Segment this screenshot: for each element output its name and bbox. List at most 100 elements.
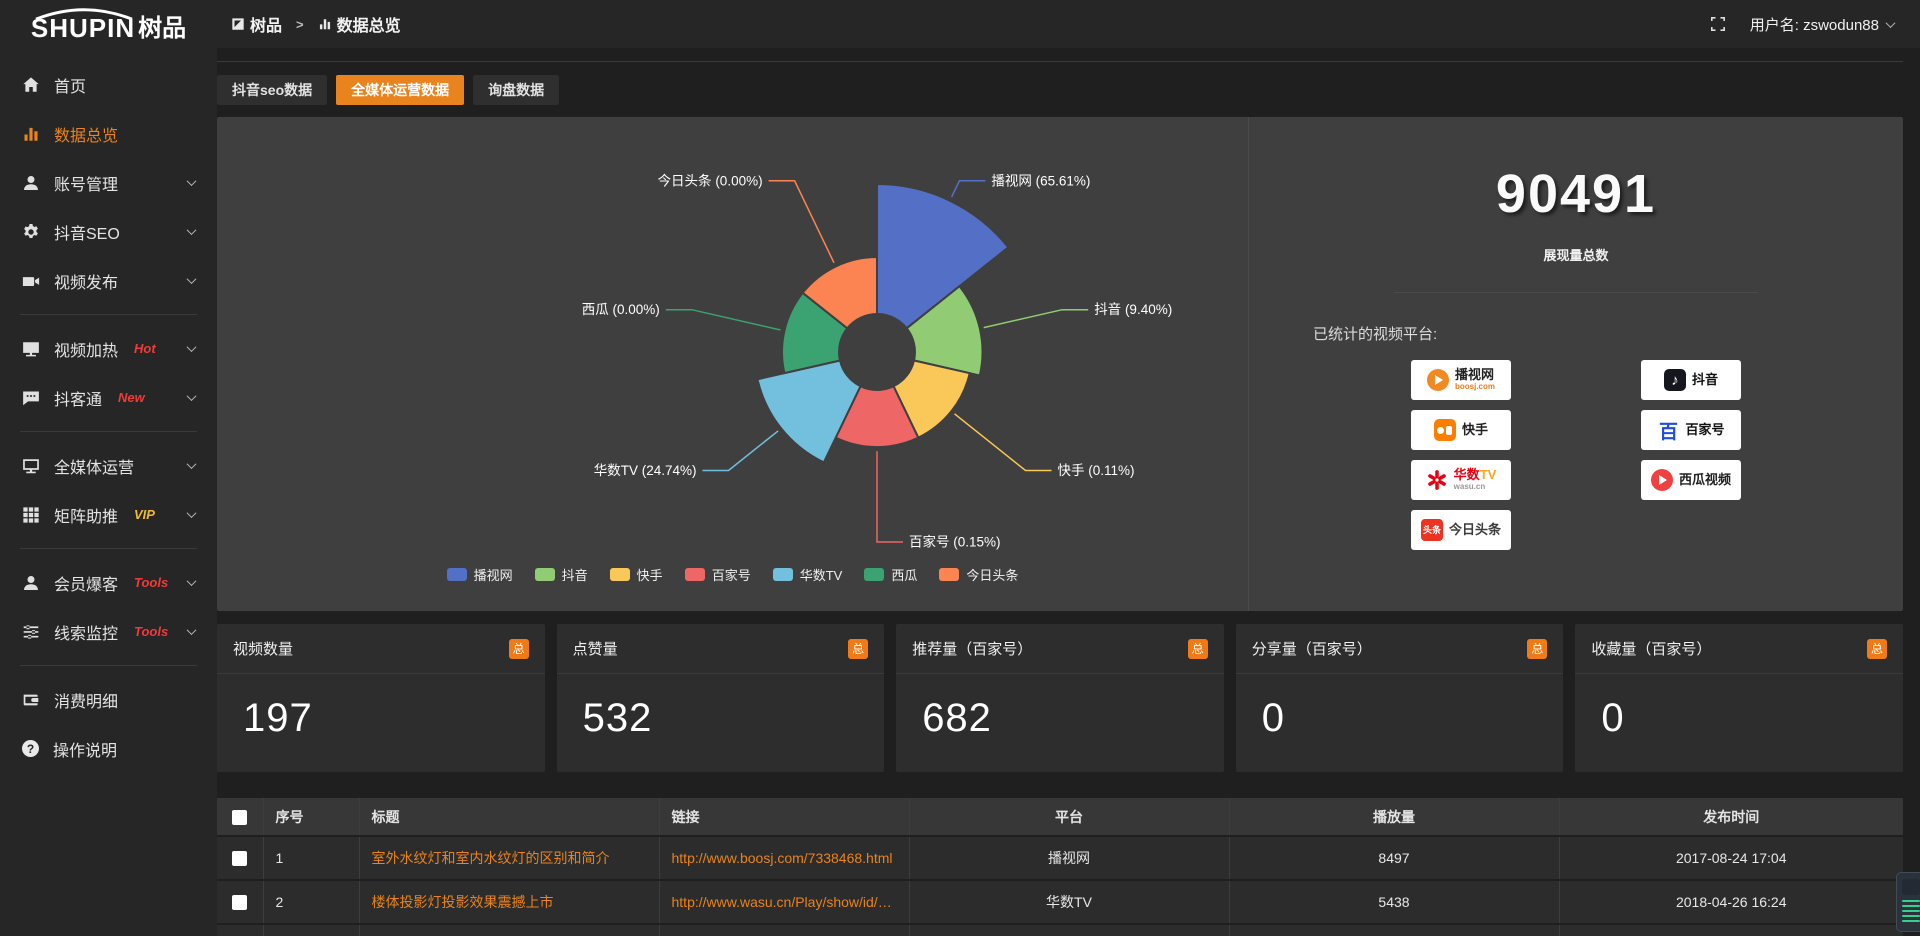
total-impressions: 90491 — [1495, 164, 1657, 224]
tab-inquiry-data[interactable]: 询盘数据 — [473, 75, 560, 105]
cell-platform: 华数TV — [908, 879, 1229, 924]
floating-widget[interactable] — [1896, 872, 1920, 932]
sidebar-item-clue-monitor[interactable]: 线索监控 Tools — [0, 607, 217, 656]
table-row: 2 楼体投影灯投影效果震撼上市 http://www.wasu.cn/Play/sh… — [217, 879, 1903, 924]
sidebar-item-badge: VIP — [134, 507, 155, 522]
sidebar-item-account-manage[interactable]: 账号管理 — [0, 158, 217, 207]
sidebar-divider — [20, 431, 197, 432]
sidebar-item-spending-detail[interactable]: 消费明细 — [0, 675, 217, 724]
breadcrumb-separator: > — [296, 16, 304, 32]
main-content: 抖音seo数据 全媒体运营数据 询盘数据 播视网 (65.61%) 抖音 (9.40%… — [217, 48, 1920, 936]
platforms-label: 已统计的视频平台: — [1313, 326, 1438, 343]
chevron-down-icon — [186, 342, 197, 353]
total-impressions-label: 展现量总数 — [1543, 248, 1609, 263]
pie-label: 百家号 (0.15%) — [909, 534, 1001, 550]
stat-card-header: 视频数量 总 — [217, 624, 545, 674]
sidebar-item-video-publish[interactable]: 视频发布 — [0, 256, 217, 305]
sidebar-divider — [20, 314, 197, 315]
monitor-icon — [23, 458, 39, 473]
legend-label: 播视网 — [473, 568, 513, 583]
sidebar-item-matrix-assist[interactable]: 矩阵助推 VIP — [0, 490, 217, 539]
sidebar-item-label: 视频发布 — [54, 274, 119, 292]
column-header: 发布时间 — [1558, 798, 1903, 836]
legend-item-6[interactable]: 今日头条 — [939, 565, 1018, 584]
stat-card-value: 0 — [1261, 696, 1286, 740]
sidebar-item-video-boost[interactable]: 视频加热 Hot — [0, 324, 217, 373]
pie-slice-4[interactable] — [756, 359, 862, 464]
legend-item-4[interactable]: 华数TV — [772, 565, 843, 584]
cell-index: 2 — [262, 879, 359, 924]
home-icon — [23, 76, 39, 92]
chevron-down-icon — [186, 576, 197, 587]
tab-douyin-seo-data[interactable]: 抖音seo数据 — [217, 75, 328, 105]
overview-panel: 播视网 (65.61%) 抖音 (9.40%) 快手 (0.11%) 百家号 (0.1… — [217, 117, 1903, 611]
app-logo[interactable]: SHUPIN 树品 — [0, 7, 217, 41]
row-checkbox[interactable] — [232, 895, 248, 911]
total-badge: 总 — [1187, 638, 1208, 659]
row-checkbox[interactable] — [232, 851, 248, 867]
sidebar-item-label: 数据总览 — [54, 127, 119, 145]
platform-logo-baijiahao: 百百家号 — [1641, 410, 1741, 450]
chevron-down-icon — [186, 625, 197, 636]
sidebar-item-douyin-seo[interactable]: 抖音SEO — [0, 207, 217, 256]
sidebar-item-instructions[interactable]: ? 操作说明 — [0, 724, 217, 773]
platform-logo-wasu: 华数TV wasu.cn — [1411, 460, 1511, 500]
breadcrumb-root[interactable]: 树品 — [231, 12, 282, 36]
platform-name: 今日头条 — [1448, 521, 1501, 537]
header-divider — [217, 61, 1903, 62]
sidebar-item-douketong[interactable]: 抖客通 New — [0, 373, 217, 422]
tab-omni-media-data[interactable]: 全媒体运营数据 — [336, 75, 465, 105]
table-header-row: 序号 标题 链接 平台 播放量 发布时间 — [217, 798, 1903, 836]
wasu-icon — [1427, 470, 1446, 490]
platform-logo-toutiao: 头条 今日头条 — [1411, 510, 1511, 550]
member-icon — [24, 575, 38, 590]
gear-icon — [24, 223, 38, 238]
legend-swatch — [939, 568, 960, 581]
pie-label: 华数TV (24.74%) — [594, 463, 697, 478]
sidebar-item-home[interactable]: 首页 — [0, 60, 217, 109]
fullscreen-icon[interactable] — [1710, 16, 1726, 32]
logo-text-cn: 树品 — [138, 15, 187, 42]
legend-item-0[interactable]: 播视网 — [446, 565, 513, 584]
column-header: 播放量 — [1228, 798, 1559, 836]
stat-card-title: 分享量（百家号） — [1251, 641, 1372, 658]
stat-card-3: 分享量（百家号） 总 0 — [1235, 624, 1564, 772]
legend-item-1[interactable]: 抖音 — [534, 565, 588, 584]
pie-slice-6[interactable] — [801, 255, 878, 330]
user-menu[interactable]: 用户名: zswodun88 — [1750, 14, 1896, 35]
sidebar-item-member-leads[interactable]: 会员爆客 Tools — [0, 558, 217, 607]
legend-label: 华数TV — [799, 568, 843, 583]
legend-label: 百家号 — [711, 568, 751, 583]
legend-swatch — [534, 568, 555, 581]
stat-cards-row: 视频数量总 197 点赞量总 532 推荐量（百家号）总 682 分享量（百家号）总 0 收藏量… — [217, 624, 1903, 772]
total-badge: 总 — [1866, 638, 1887, 659]
total-badge: 总 — [848, 638, 869, 659]
breadcrumb: 树品 > 数据总览 — [231, 12, 401, 36]
sliders-icon — [23, 624, 39, 639]
breadcrumb-root-label: 树品 — [250, 18, 283, 35]
breadcrumb-current[interactable]: 数据总览 — [318, 12, 401, 36]
legend-item-2[interactable]: 快手 — [609, 565, 663, 584]
column-header: 序号 — [262, 798, 359, 836]
stat-card-1: 点赞量 总 532 — [556, 624, 885, 772]
select-all-checkbox[interactable] — [232, 809, 248, 825]
cell-url-link[interactable]: http://www.wasu.cn/Play/show/id/952... — [658, 879, 909, 924]
platform-logo-douyin: ♪ 抖音 — [1641, 360, 1741, 400]
pie-slice-0[interactable] — [876, 182, 1010, 330]
stat-card-title: 点赞量 — [572, 641, 618, 658]
cell-title-link[interactable]: 楼体投影灯投影效果震撼上市 — [358, 879, 659, 924]
cell-url-link[interactable]: http://www.boosj.com/7338468.html — [658, 835, 909, 880]
platform-sub: wasu.cn — [1453, 481, 1486, 491]
cell-title-link[interactable]: 室外水纹灯和室内水纹灯的区别和简介 — [358, 835, 659, 880]
sidebar-item-label: 抖客通 — [54, 391, 103, 409]
legend-label: 抖音 — [561, 568, 588, 583]
legend-item-5[interactable]: 西瓜 — [864, 565, 917, 584]
pie-slice-1[interactable] — [905, 284, 984, 377]
sidebar-item-omni-media[interactable]: 全媒体运营 — [0, 441, 217, 490]
sidebar-item-data-overview[interactable]: 数据总览 — [0, 109, 217, 158]
sidebar-item-label: 全媒体运营 — [54, 459, 135, 477]
sidebar-item-label: 会员爆客 — [54, 576, 119, 594]
pie-label-line — [954, 413, 1052, 472]
legend-label: 今日头条 — [966, 568, 1019, 583]
legend-item-3[interactable]: 百家号 — [684, 565, 751, 584]
